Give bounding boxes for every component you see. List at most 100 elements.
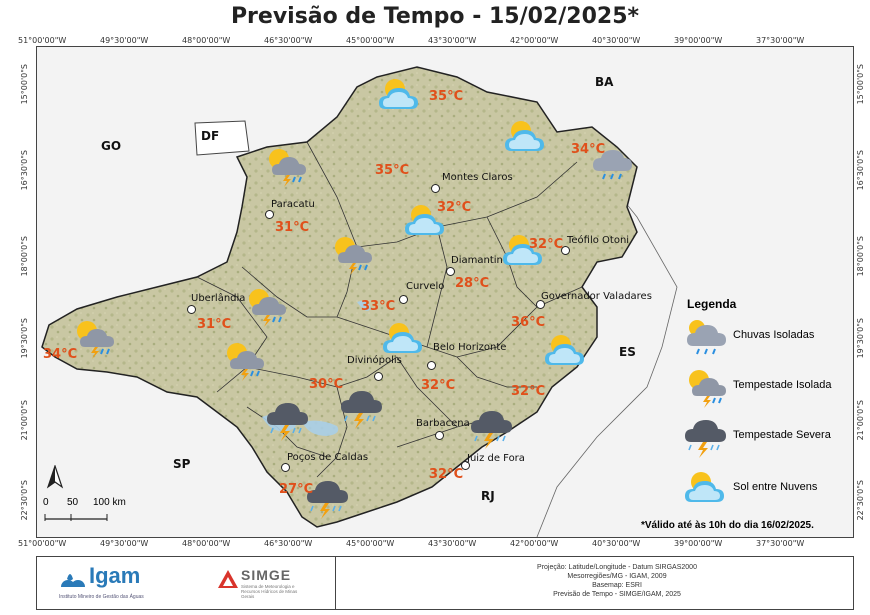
legend-item: Chuvas Isoladas: [683, 315, 843, 361]
city-label: Governador Valadares: [541, 291, 652, 302]
state-label-es: ES: [619, 345, 636, 359]
severe-storm-icon[interactable]: [305, 477, 351, 519]
isolated-storm-icon[interactable]: [329, 233, 375, 275]
city-dot: [427, 361, 436, 370]
lat-tick: 21°00'0"S: [20, 400, 29, 441]
legend-item: Tempestade Isolada: [683, 365, 843, 411]
north-arrow-icon: [46, 465, 64, 489]
igam-wordmark: Igam: [89, 563, 141, 588]
city-dot: [431, 184, 440, 193]
temperature-label: 27°C: [279, 482, 314, 497]
state-label-df: DF: [201, 129, 220, 143]
lon-tick: 45°00'00"W: [346, 539, 395, 548]
city-dot: [265, 210, 274, 219]
city-label: Belo Horizonte: [433, 342, 507, 353]
footer: Igam Instituto Mineiro de Gestão das Águ…: [36, 556, 854, 610]
city-dot: [536, 300, 545, 309]
metadata-line: Basemap: ESRI: [592, 582, 642, 589]
state-label-go: GO: [101, 139, 122, 153]
city-label: Diamantina: [451, 255, 509, 266]
lon-tick: 37°30'00"W: [756, 36, 805, 45]
validity-note: *Válido até às 10h do dia 16/02/2025.: [641, 520, 814, 531]
temperature-label: 31°C: [197, 317, 232, 332]
temperature-label: 33°C: [361, 299, 396, 314]
map-frame: GO DF BA ES SP RJ Montes Claros Paracatu…: [36, 46, 854, 538]
severe-storm-icon[interactable]: [339, 387, 385, 429]
city-dot: [399, 295, 408, 304]
lat-tick: 22°30'0"S: [20, 480, 29, 521]
lon-tick: 45°00'00"W: [346, 36, 395, 45]
isolated-storm-icon[interactable]: [263, 145, 309, 187]
sun-clouds-icon[interactable]: [377, 75, 423, 117]
city-dot: [435, 431, 444, 440]
map-canvas[interactable]: GO DF BA ES SP RJ Montes Claros Paracatu…: [37, 47, 853, 537]
simge-subtitle: Sistema de Meteorologia e Recursos Hídri…: [241, 584, 298, 599]
lon-tick: 46°30'00"W: [264, 36, 313, 45]
temperature-label: 31°C: [275, 220, 310, 235]
isolated-rain-icon[interactable]: [591, 141, 637, 183]
lat-tick: 15°00'0"S: [20, 64, 29, 105]
scale-bar: 0 50 100 km: [43, 497, 203, 531]
lon-tick: 40°30'00"W: [592, 36, 641, 45]
metadata-line: Previsão de Tempo - SIMGE/IGAM, 2025: [553, 591, 681, 598]
legend-label: Chuvas Isoladas: [733, 329, 815, 341]
state-label-rj: RJ: [481, 489, 495, 503]
legend-item: Tempestade Severa: [683, 415, 843, 461]
lon-tick: 43°30'00"W: [428, 36, 477, 45]
temperature-label: 32°C: [437, 200, 472, 215]
sun-clouds-icon[interactable]: [503, 117, 549, 159]
temperature-label: 32°C: [511, 384, 546, 399]
lon-tick: 49°30'00"W: [100, 539, 149, 548]
temperature-label: 32°C: [421, 378, 456, 393]
severe-storm-icon[interactable]: [265, 399, 311, 441]
lat-tick: 21°00'0"S: [856, 400, 865, 441]
isolated-storm-icon[interactable]: [71, 317, 117, 359]
sun-clouds-icon: [685, 472, 724, 502]
df-outline: [194, 120, 250, 156]
lon-tick: 39°00'00"W: [674, 36, 723, 45]
severe-storm-icon[interactable]: [469, 407, 515, 449]
legend-label: Tempestade Severa: [733, 429, 831, 441]
temperature-label: 28°C: [455, 276, 490, 291]
lat-tick: 18°00'0"S: [20, 236, 29, 277]
legend-item: Sol entre Nuvens: [683, 467, 843, 513]
lon-tick: 42°00'00"W: [510, 539, 559, 548]
lon-tick: 43°30'00"W: [428, 539, 477, 548]
isolated-storm-icon[interactable]: [243, 285, 289, 327]
lon-tick: 48°00'00"W: [182, 539, 231, 548]
sun-clouds-icon[interactable]: [501, 231, 547, 273]
lat-tick: 18°00'0"S: [856, 236, 865, 277]
lon-tick: 42°00'00"W: [510, 36, 559, 45]
map-title: Previsão de Tempo - 15/02/2025*: [230, 4, 640, 29]
igam-logo: Igam Instituto Mineiro de Gestão das Águ…: [59, 563, 189, 603]
isolated-storm-icon[interactable]: [221, 339, 267, 381]
city-label: Poços de Caldas: [287, 452, 369, 463]
lat-tick: 15°00'0"S: [856, 64, 865, 105]
city-label: Juiz de Fora: [467, 453, 525, 464]
state-label-ba: BA: [595, 75, 614, 89]
lon-tick: 51°00'00"W: [18, 539, 67, 548]
city-dot: [461, 461, 470, 470]
temperature-label: 36°C: [511, 315, 546, 330]
temperature-label: 34°C: [43, 347, 78, 362]
temperature-label: 34°C: [571, 142, 606, 157]
city-label: Montes Claros: [442, 172, 513, 183]
igam-subtitle: Instituto Mineiro de Gestão das Águas: [59, 594, 144, 600]
sun-clouds-icon[interactable]: [543, 331, 589, 373]
city-dot: [281, 463, 290, 472]
isolated-storm-icon: [689, 370, 726, 408]
legend: Legenda Chuvas Isoladas Tempestade Isola…: [685, 297, 847, 512]
simge-logo: SIMGE Sistema de Meteorologia e Recursos…: [217, 567, 327, 601]
city-dot: [187, 305, 196, 314]
sun-clouds-icon[interactable]: [381, 319, 427, 361]
sun-clouds-icon[interactable]: [403, 201, 449, 243]
metadata-line: Mesorregiões/MG - IGAM, 2009: [567, 573, 667, 580]
footer-divider: [335, 557, 336, 609]
lat-tick: 19°30'0"S: [856, 318, 865, 359]
lon-tick: 48°00'00"W: [182, 36, 231, 45]
scale-label: 50: [67, 497, 79, 508]
severe-storm-icon: [685, 420, 726, 458]
metadata-line: Projeção: Latitude/Longitude - Datum SIR…: [537, 564, 697, 571]
lon-tick: 39°00'00"W: [674, 539, 723, 548]
temperature-label: 32°C: [429, 467, 464, 482]
